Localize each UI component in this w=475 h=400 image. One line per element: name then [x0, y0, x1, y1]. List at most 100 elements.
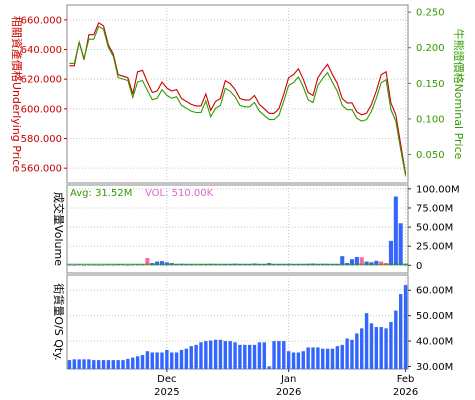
volume-bar	[213, 264, 218, 266]
outstanding-bar	[184, 348, 189, 369]
outstanding-bar	[199, 342, 203, 369]
left-tick-label: 600.000	[21, 104, 62, 115]
outstanding-bar	[272, 341, 276, 369]
right-axis-title: 牛熊證價格Nominal Price	[452, 29, 466, 160]
volume-bar	[96, 264, 101, 266]
outstanding-bar	[238, 344, 242, 369]
outstanding-bar	[330, 348, 335, 369]
outstanding-bar	[379, 327, 383, 369]
volume-bar	[189, 264, 194, 266]
outstanding-bar	[306, 347, 310, 369]
outstanding-bar	[160, 352, 164, 369]
right-tick-label: 0.200	[416, 43, 445, 54]
volume-bar	[330, 264, 335, 266]
outstanding-bar	[126, 358, 130, 369]
outstanding-bar	[101, 360, 106, 369]
outstanding-bar	[296, 352, 301, 369]
volume-bar	[155, 261, 160, 266]
volume-bar	[116, 264, 121, 266]
outstanding-bar	[403, 285, 408, 369]
vol-tick-label: 50.00M	[416, 223, 453, 234]
outstanding-bar	[345, 338, 349, 369]
volume-bar	[349, 259, 355, 266]
outstanding-bar	[325, 348, 330, 369]
volume-bar	[194, 264, 199, 266]
outstanding-bar	[262, 342, 266, 369]
os-tick-label: 40.00M	[416, 337, 453, 348]
underlying-price-line	[69, 21, 407, 175]
left-axis-title: 相關資產價格Underlying Price	[10, 16, 24, 172]
volume-bar	[91, 264, 96, 266]
volume-bar	[72, 265, 77, 266]
volume-bar	[340, 256, 345, 266]
outstanding-bar	[233, 342, 237, 369]
volume-bar	[364, 261, 369, 266]
outstanding-bar	[384, 328, 388, 369]
outstanding-bar	[150, 352, 154, 369]
vol-tick-label: 100.00M	[416, 184, 460, 195]
volume-bar	[145, 258, 150, 266]
outstanding-bar	[111, 360, 115, 369]
outstanding-bar	[213, 339, 218, 369]
outstanding-bar	[364, 313, 369, 369]
outstanding-bar	[140, 355, 145, 369]
right-tick-label: 0.050	[416, 150, 445, 161]
volume-bar	[120, 264, 126, 266]
outstanding-bar	[228, 341, 232, 369]
panel-frame-1	[66, 184, 409, 274]
outstanding-bar	[360, 328, 364, 369]
outstanding-bar	[194, 344, 198, 369]
volume-bar	[198, 264, 204, 266]
outstanding-bar	[277, 341, 281, 369]
left-tick-label: 660.000	[21, 15, 62, 26]
volume-bar	[379, 261, 384, 266]
outstanding-bar	[398, 294, 403, 369]
volume-bar	[247, 264, 252, 266]
outstanding-bar	[282, 341, 286, 369]
x-tick-label-month: Dec	[157, 374, 176, 385]
outstanding-bar	[252, 344, 257, 369]
outstanding-bar	[82, 359, 86, 369]
volume-bar	[159, 261, 165, 266]
outstanding-bar	[267, 366, 271, 369]
left-tick-label: 580.000	[21, 134, 62, 145]
x-tick-label-month: Feb	[397, 374, 415, 385]
outstanding-bar	[72, 359, 77, 369]
volume-bar	[106, 264, 111, 266]
volume-bar	[335, 264, 340, 266]
x-tick-label-month: Jan	[280, 374, 296, 385]
volume-bar	[237, 264, 242, 266]
x-tick-label-year: 2025	[154, 387, 179, 398]
volume-bar	[130, 264, 135, 266]
outstanding-bar	[170, 352, 174, 369]
outstanding-bar	[311, 347, 315, 369]
outstanding-bar	[394, 310, 398, 369]
vol-tick-label: 25.00M	[416, 242, 453, 253]
vol-tick-label: 75.00M	[416, 203, 453, 214]
volume-bar	[393, 196, 398, 266]
outstanding-bar	[135, 356, 140, 369]
volume-bar	[271, 264, 277, 266]
right-tick-label: 0.100	[416, 114, 445, 125]
outstanding-bar	[67, 360, 72, 369]
outstanding-bar	[179, 349, 184, 369]
volume-bar	[125, 264, 130, 266]
outstanding-bar	[189, 346, 193, 369]
outstanding-axis-title: 街貨量O/S Qty.	[52, 283, 66, 360]
volume-bar	[140, 264, 145, 266]
volume-bar	[301, 264, 306, 266]
volume-bar	[262, 264, 267, 266]
outstanding-bar	[204, 341, 208, 369]
volume-axis-title: 成交量Volume	[52, 192, 66, 266]
volume-bar	[86, 264, 91, 266]
outstanding-bar	[340, 344, 344, 369]
outstanding-bar	[286, 351, 291, 369]
os-tick-label: 50.00M	[416, 311, 453, 322]
outstanding-bar	[106, 360, 111, 369]
outstanding-bar	[369, 323, 374, 369]
right-tick-label: 0.150	[416, 79, 445, 90]
os-tick-label: 60.00M	[416, 286, 453, 297]
outstanding-bar	[316, 347, 320, 369]
volume-bar	[354, 256, 359, 266]
